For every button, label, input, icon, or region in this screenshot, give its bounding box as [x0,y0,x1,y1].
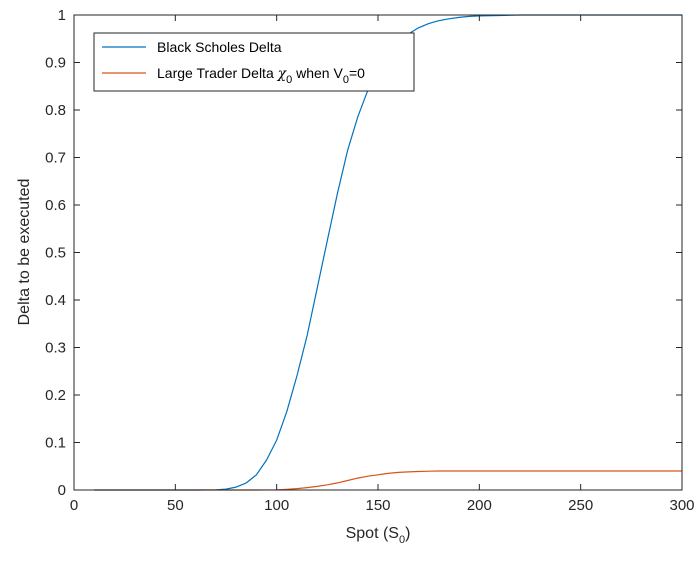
legend: Black Scholes Delta Large Trader Delta χ… [93,32,415,92]
y-tick-label: 0.9 [45,55,66,72]
series-layer [94,14,682,491]
y-tick-label: 0.7 [45,150,66,167]
series-line-black-scholes [94,14,682,491]
y-tick-label: 0.6 [45,197,66,214]
series-line-large-trader [94,470,682,491]
y-tick-label: 0.8 [45,102,66,119]
x-tick-label: 0 [70,497,78,514]
legend-label-black-scholes: Black Scholes Delta [157,39,282,55]
y-tick-label: 0.5 [45,245,66,262]
y-tick-label: 0.4 [45,292,66,309]
y-tick-label: 0.3 [45,340,66,357]
plot-area [74,15,682,490]
x-tick-label: 200 [467,497,492,514]
y-tick-label: 0.1 [45,435,66,452]
x-tick-label: 100 [264,497,289,514]
y-axis-label: Delta to be executed [16,179,33,326]
x-ticks: 0 50 100 150 200 250 300 [70,15,695,514]
y-ticks: 0 0.1 0.2 0.3 0.4 0.5 0.6 0.7 0.8 0.9 1 [45,7,682,499]
x-tick-label: 150 [365,497,390,514]
y-tick-label: 0.2 [45,387,66,404]
y-tick-label: 1 [58,7,66,24]
legend-label-large-trader: Large Trader Delta χ0 when V0=0 [157,65,365,86]
y-tick-label: 0 [58,482,66,499]
x-tick-label: 50 [167,497,184,514]
x-tick-label: 250 [568,497,593,514]
legend-box [93,32,415,92]
x-axis-label: Spot (S0) [346,525,411,546]
x-tick-label: 300 [669,497,694,514]
